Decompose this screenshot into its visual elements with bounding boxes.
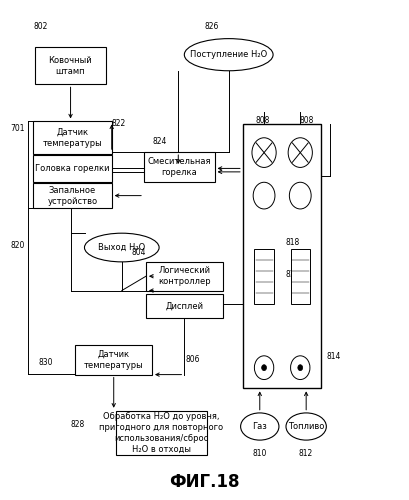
Text: Головка горелки: Головка горелки (35, 164, 110, 173)
Text: Смесительная
горелка: Смесительная горелка (148, 157, 211, 177)
Circle shape (254, 356, 274, 380)
Circle shape (252, 138, 276, 168)
Ellipse shape (184, 38, 273, 71)
Text: Газ: Газ (252, 422, 267, 431)
Text: 804: 804 (132, 248, 146, 257)
Text: 812: 812 (299, 449, 313, 458)
Text: 802: 802 (33, 22, 47, 31)
Bar (33, 155, 112, 182)
Text: 810: 810 (252, 449, 267, 458)
Text: 816: 816 (285, 270, 299, 279)
Text: 824: 824 (152, 136, 166, 145)
Text: 814: 814 (326, 352, 341, 361)
Bar (75, 345, 152, 374)
Ellipse shape (286, 413, 326, 440)
Text: 808: 808 (299, 116, 314, 125)
Text: 822: 822 (112, 120, 126, 128)
Text: Датчик
температуры: Датчик температуры (84, 350, 144, 370)
Circle shape (298, 364, 303, 370)
Text: Датчик
температуры: Датчик температуры (43, 128, 102, 148)
Bar (146, 262, 222, 290)
Text: Поступление H₂O: Поступление H₂O (190, 50, 267, 59)
Ellipse shape (240, 413, 279, 440)
Text: Логический
контроллер: Логический контроллер (158, 266, 211, 286)
Text: 820: 820 (10, 240, 25, 250)
Text: 806: 806 (185, 356, 200, 364)
Ellipse shape (85, 233, 159, 262)
Bar (243, 124, 321, 388)
Circle shape (253, 182, 275, 209)
Circle shape (262, 364, 267, 370)
Text: Ковочный
штамп: Ковочный штамп (49, 56, 92, 76)
Bar (33, 122, 112, 154)
Text: 826: 826 (204, 22, 219, 31)
Text: 818: 818 (285, 238, 299, 247)
Bar (290, 250, 310, 304)
Text: 808: 808 (255, 116, 270, 125)
Bar (254, 250, 274, 304)
Bar (35, 48, 106, 84)
Bar (33, 183, 112, 208)
Circle shape (288, 138, 312, 168)
Text: Топливо: Топливо (288, 422, 324, 431)
Text: Обработка H₂O до уровня,
пригодного для повторного
использования/сброс
H₂O в отх: Обработка H₂O до уровня, пригодного для … (99, 412, 223, 454)
Circle shape (290, 356, 310, 380)
Text: Выход H₂O: Выход H₂O (98, 243, 146, 252)
Bar (116, 410, 207, 455)
Text: Дисплей: Дисплей (165, 302, 203, 310)
Bar (146, 294, 222, 318)
Text: ФИГ.18: ФИГ.18 (169, 474, 240, 492)
Text: 828: 828 (71, 420, 85, 428)
Text: 830: 830 (38, 358, 53, 367)
Bar (144, 152, 215, 182)
Text: 701: 701 (10, 124, 25, 134)
Text: Запальное
устройство: Запальное устройство (47, 186, 97, 206)
Circle shape (289, 182, 311, 209)
